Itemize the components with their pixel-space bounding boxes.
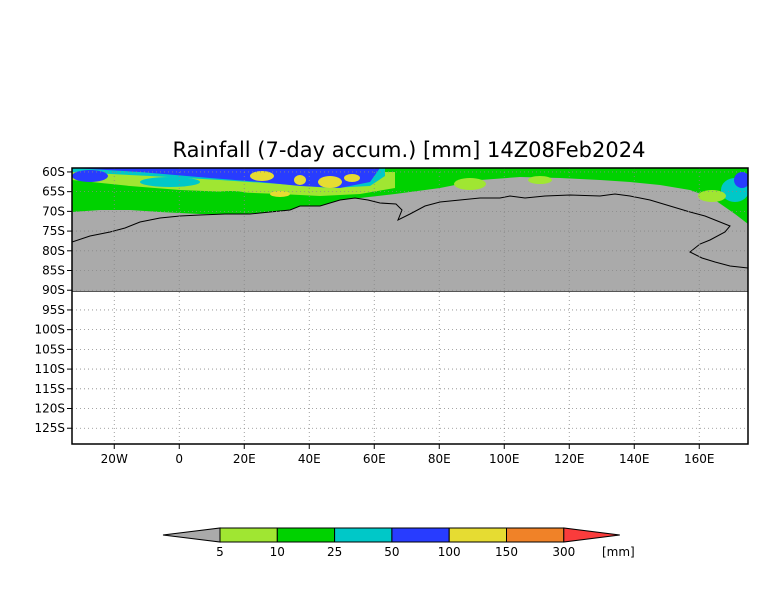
lon-tick-label: 80E [428,452,451,466]
lat-tick-label: 80S [42,244,65,258]
lat-tick-label: 70S [42,204,65,218]
colorbar-labels: 5 10 25 50 100 150 300 [216,545,575,559]
lat-tick-label: 110S [34,362,65,376]
lat-tick-label: 90S [42,283,65,297]
lat-tick-label: 115S [34,382,65,396]
colorbar-bin [448,527,508,543]
lon-tick-label: 100E [489,452,520,466]
lon-tick-label: 120E [554,452,585,466]
colorbar-tick-label: 50 [384,545,399,559]
colorbar-bin [219,527,278,543]
lat-tick-label: 75S [42,224,65,238]
rain-patch-lgreen-east-2 [528,176,552,184]
rain-patch-blue-east [734,172,748,188]
map-plot-area [72,168,748,444]
colorbar [162,527,620,543]
colorbar-arrow-low [162,527,221,543]
colorbar-bin [506,527,565,543]
lon-tick-label: 0 [175,452,183,466]
lat-tick-label: 125S [34,421,65,435]
colorbar-unit-label: [mm] [602,545,635,559]
colorbar-bin [276,527,336,543]
rain-patch-lgreen-far-east [698,190,726,202]
lon-tick-label: 60E [363,452,386,466]
lon-tick-label: 20E [233,452,256,466]
latitude-axis: 60S 65S 70S 75S 80S 85S 90S 95S 100S 105S 110S 115S… [34,165,72,435]
precipitation-field [72,168,748,224]
lon-tick-label: 40E [298,452,321,466]
lat-tick-label: 85S [42,264,65,278]
outside-domain-area [72,292,748,444]
rain-patch-blue-west [72,170,108,182]
rain-patch-yellow-4 [344,174,360,182]
colorbar-tick-label: 300 [552,545,575,559]
colorbar-tick-label: 100 [438,545,461,559]
lat-tick-label: 100S [34,323,65,337]
colorbar-tick-label: 150 [495,545,518,559]
lon-tick-label: 20W [101,452,128,466]
rain-patch-yellow-2 [294,175,306,185]
graticule [72,168,748,444]
rain-patch-green-1 [208,191,252,201]
rain-patch-cyan-1 [140,177,200,187]
lat-tick-label: 95S [42,303,65,317]
lat-tick-label: 120S [34,402,65,416]
colorbar-tick-label: 25 [327,545,342,559]
rain-patch-yellow-3 [318,176,342,188]
colorbar-tick-label: 10 [270,545,285,559]
rain-patch-yellow-5 [270,191,290,197]
rain-patch-lgreen-east-1 [454,178,486,190]
lat-tick-label: 60S [42,165,65,179]
antarctica-landmass [72,193,748,293]
lat-tick-label: 65S [42,185,65,199]
lat-tick-label: 105S [34,342,65,356]
colorbar-bin [334,527,393,543]
lon-tick-label: 160E [684,452,715,466]
lon-tick-label: 140E [619,452,650,466]
rain-patch-yellow-1 [250,171,274,181]
colorbar-bin [391,527,450,543]
map-title: Rainfall (7-day accum.) [mm] 14Z08Feb202… [173,138,646,162]
colorbar-tick-label: 5 [216,545,224,559]
longitude-axis: 20W 0 20E 40E 60E 80E 100E 120E 140E 160E [101,444,715,466]
map-frame [71,167,749,445]
colorbar-arrow-high [563,527,620,543]
